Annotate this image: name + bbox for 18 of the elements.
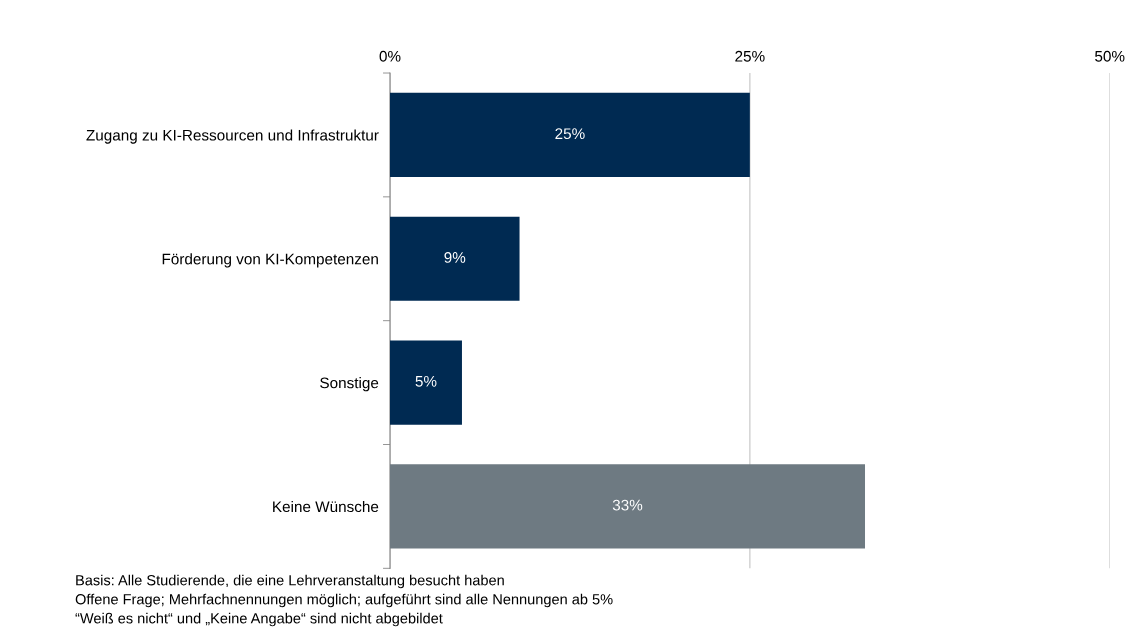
data-label: 25% [555, 128, 585, 140]
text: Offene Frage; Mehrfachnennungen möglich; aufgeführt sind alle Nennungen ab 5% [75, 593, 613, 608]
bar [389, 216, 520, 301]
y-tick-label: Sonstige [320, 377, 379, 392]
data-label: 5% [415, 375, 437, 387]
bar [389, 92, 750, 178]
bar [389, 464, 866, 549]
x-tick-label: 50% [1095, 50, 1125, 62]
data-label: 33% [612, 499, 643, 511]
text: “Weiß es nicht“ und „Keine Angabe“ sind nicht abgebildet [75, 612, 443, 627]
y-tick-label: Keine Wünsche [273, 500, 379, 513]
y-tick-label: Förderung von KI-Kompetenzen [162, 253, 378, 268]
data-label: 9% [444, 252, 466, 263]
y-tick-label: Zugang zu KI-Ressourcen und Infrastruktur [86, 129, 379, 144]
bar [389, 340, 462, 425]
text: Basis: Alle Studierende, die eine Lehrveranstaltung besucht haben [76, 574, 504, 589]
x-tick-label: 0% [379, 50, 401, 62]
x-tick-label: 25% [735, 50, 765, 62]
